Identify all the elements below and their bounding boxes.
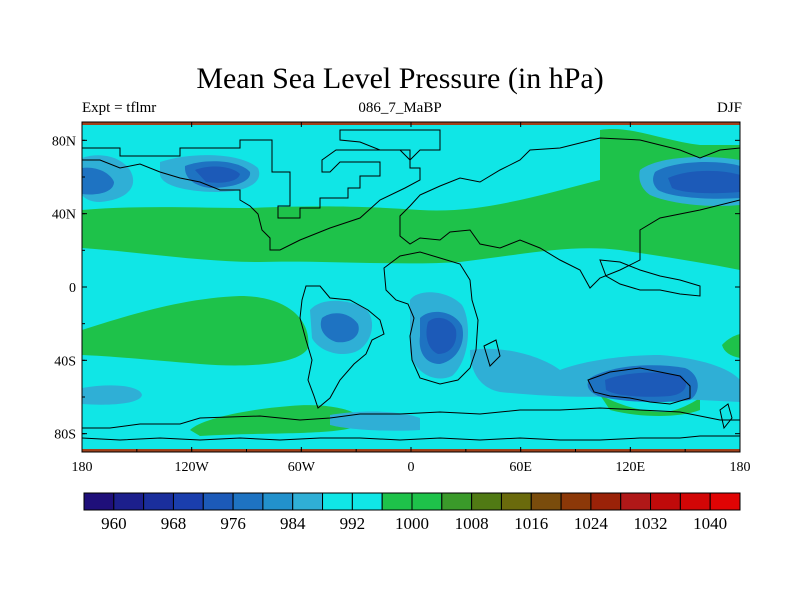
coastline-africa: [383, 251, 479, 385]
map-title: Mean Sea Level Pressure (in hPa): [196, 62, 604, 95]
colorbar-swatch-17: [590, 492, 622, 511]
y-tick-label-4: 80S: [54, 428, 76, 443]
x-tick-label-6: 180: [730, 460, 751, 475]
colorbar-label-0: 960: [101, 514, 127, 533]
coastline-madagascar: [483, 339, 501, 367]
colorbar-swatch-8: [322, 492, 353, 511]
colorbar-label-8: 1024: [574, 514, 609, 533]
deep-low-south-america: [320, 313, 359, 343]
colorbar-swatch-21: [709, 492, 741, 511]
low-pressure-south-mid: [330, 411, 420, 431]
high-pressure-cell-australia: [600, 395, 700, 416]
season-label: DJF: [716, 100, 742, 116]
colorbar-label-1: 968: [161, 514, 187, 533]
coastline-greenland: [339, 129, 441, 161]
colorbar-swatch-19: [650, 492, 681, 511]
colorbar-swatch-4: [202, 492, 234, 511]
colorbar-label-7: 1016: [514, 514, 548, 533]
colorbar-swatch-7: [292, 492, 324, 511]
high-pressure-cell-south-pacific: [82, 296, 309, 366]
colorbar-swatch-2: [143, 492, 174, 511]
colorbar-swatch-16: [560, 492, 592, 511]
coastline-southeast-asia: [599, 259, 701, 297]
x-tick-label-3: 0: [408, 460, 415, 475]
x-tick-label-5: 120E: [616, 460, 646, 475]
colorbar-swatch-3: [172, 492, 204, 511]
tick-labels: 180 120W 60W 0 60E 120E 180 80N 40N 0 40S 80S: [52, 134, 751, 475]
y-tick-label-3: 40S: [54, 354, 76, 369]
colorbar-swatch-11: [411, 492, 443, 511]
colorbar-label-5: 1000: [395, 514, 429, 533]
core-low-north-pacific: [195, 166, 240, 183]
colorbar-swatch-5: [232, 492, 264, 511]
axis-ticks: [81, 122, 741, 452]
x-tick-label-4: 60E: [509, 460, 532, 475]
experiment-label: Expt = tflmr: [82, 100, 157, 116]
coastline-antarctica: [82, 407, 740, 441]
colorbar-swatch-13: [471, 492, 502, 511]
x-tick-label-0: 180: [72, 460, 93, 475]
x-tick-label-2: 60W: [288, 460, 316, 475]
period-label: 086_7_MaBP: [358, 100, 442, 116]
colorbar-swatch-6: [262, 492, 294, 511]
colorbar-label-9: 1032: [634, 514, 668, 533]
core-low-north-east: [668, 170, 740, 194]
coastline-south-america: [299, 285, 385, 409]
colorbar-swatch-14: [500, 492, 532, 511]
high-pressure-cell-east: [722, 334, 740, 358]
coastline-new-zealand: [719, 403, 733, 430]
coastline-north-america: [82, 139, 421, 251]
colorbar-swatch-18: [620, 492, 652, 511]
colorbar-swatch-10: [381, 492, 413, 511]
pressure-field: [82, 122, 740, 452]
colorbar-label-10: 1040: [693, 514, 727, 533]
colorbar-swatch-9: [351, 492, 383, 511]
colorbar-swatch-12: [441, 492, 473, 511]
colorbar-swatch-20: [679, 492, 711, 511]
coastline-eurasia: [399, 137, 740, 289]
colorbar-swatch-0: [83, 492, 115, 511]
coastline-australia: [587, 367, 691, 405]
colorbar-label-3: 984: [280, 514, 306, 533]
y-tick-label-2: 0: [69, 281, 76, 296]
y-tick-label-0: 80N: [52, 134, 76, 149]
low-pressure-south-west: [82, 385, 142, 405]
core-low-africa: [426, 317, 457, 354]
deep-low-north-atlantic: [82, 167, 114, 195]
high-pressure-band-south: [190, 405, 362, 436]
x-tick-label-1: 120W: [175, 460, 210, 475]
colorbar: 960 968 976 984 992 1000 1008 1016 1024 1032 1040: [83, 492, 741, 533]
core-low-southern-ocean: [605, 372, 686, 397]
colorbar-label-2: 976: [220, 514, 246, 533]
high-pressure-band-north: [82, 128, 740, 270]
colorbar-label-4: 992: [340, 514, 366, 533]
colorbar-swatch-15: [530, 492, 562, 511]
coastlines: [82, 129, 740, 441]
y-tick-label-1: 40N: [52, 208, 76, 223]
colorbar-swatch-1: [113, 492, 145, 511]
colorbar-label-6: 1008: [455, 514, 489, 533]
